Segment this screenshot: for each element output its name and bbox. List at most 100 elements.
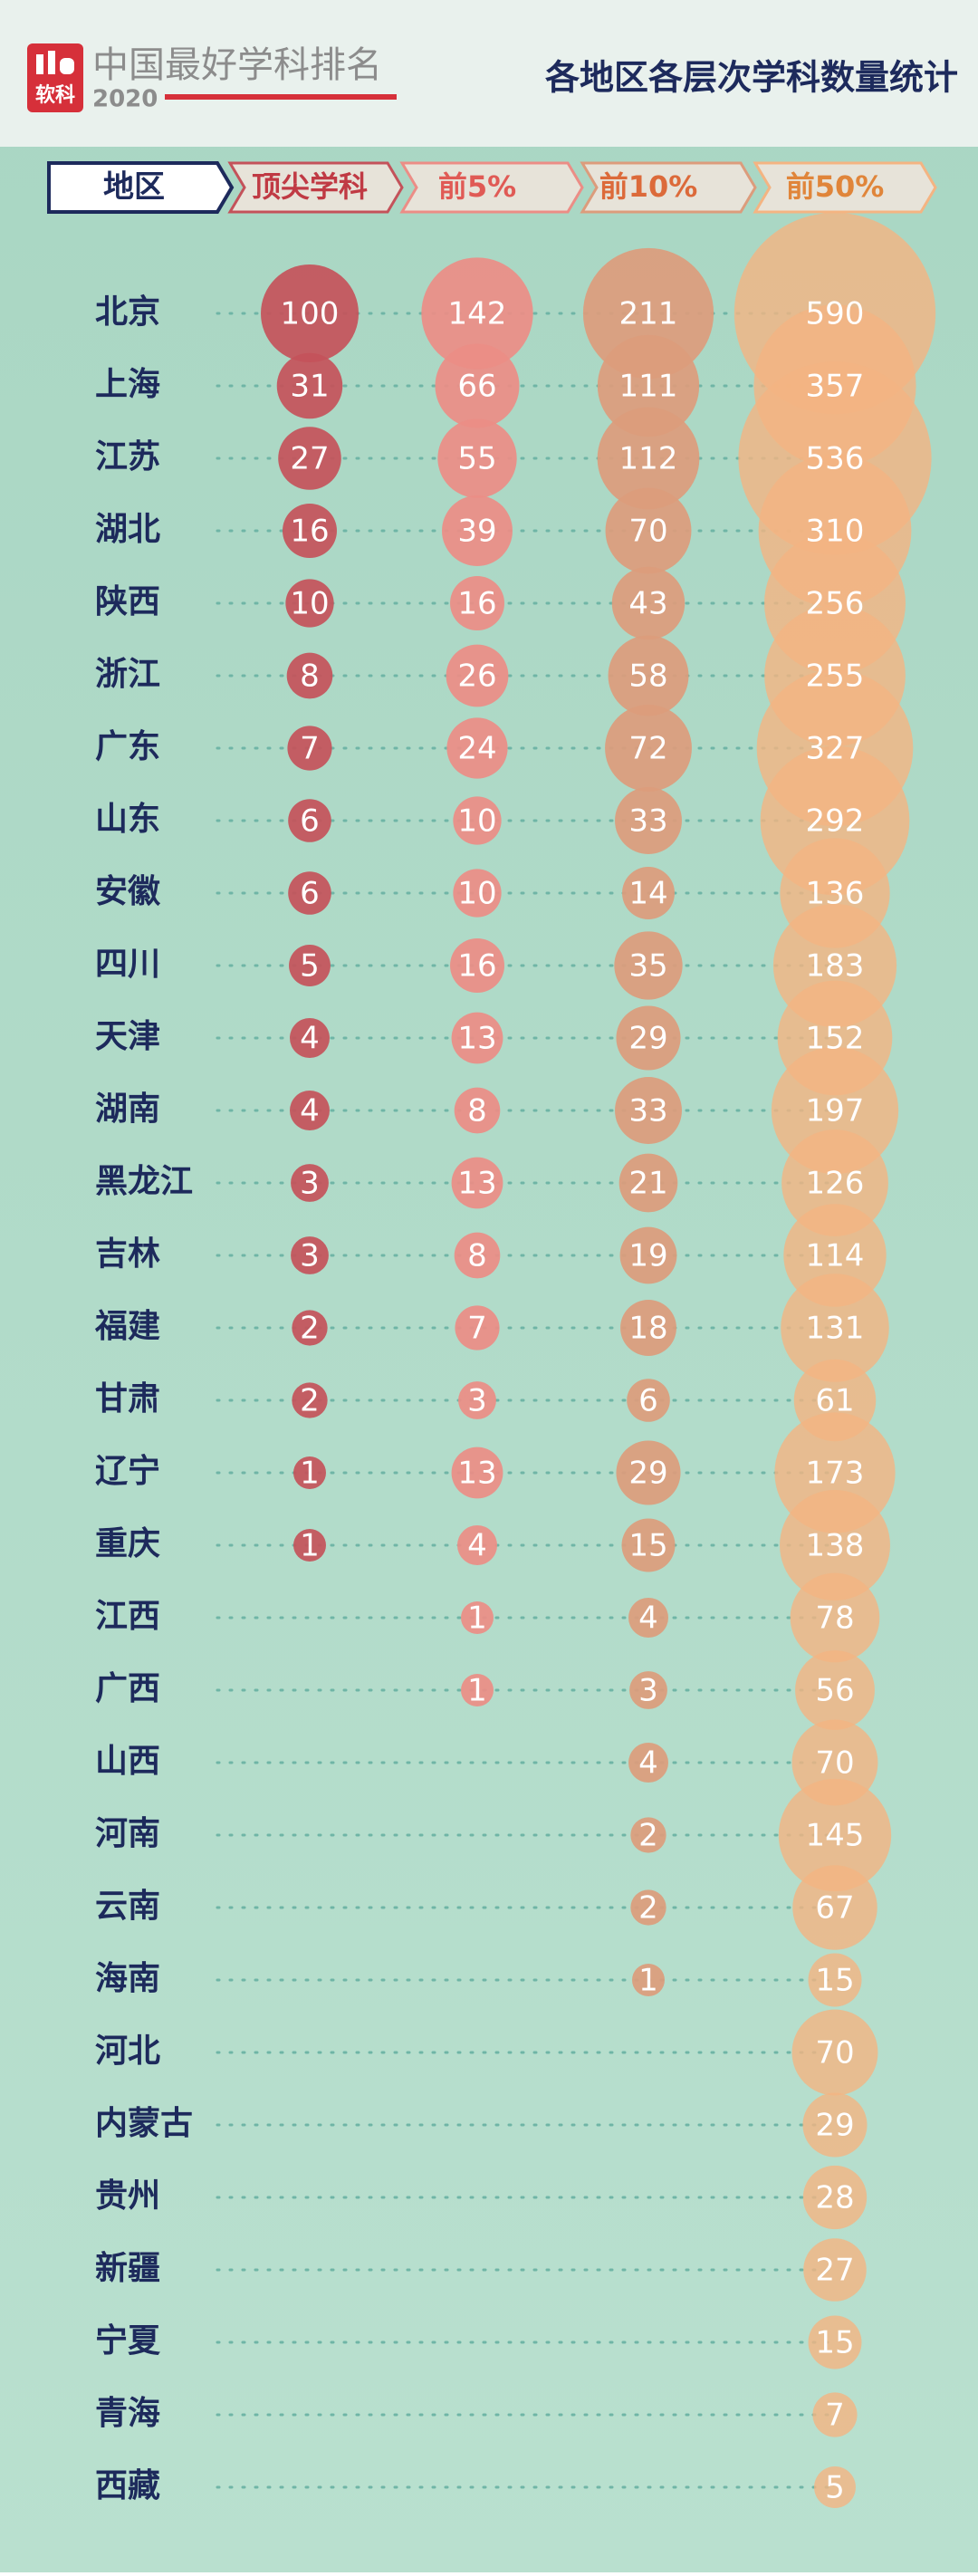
bubble xyxy=(630,1889,666,1926)
category-label: 辽宁 xyxy=(95,1453,160,1490)
bubble xyxy=(437,418,517,498)
category-label: 江西 xyxy=(95,1598,160,1635)
value-label: 78 xyxy=(815,1600,854,1637)
header-band xyxy=(0,0,978,147)
value-label: 255 xyxy=(806,658,865,695)
value-label: 131 xyxy=(806,1311,865,1347)
bubble xyxy=(622,867,675,919)
bubble xyxy=(288,799,331,842)
bubble xyxy=(421,257,533,370)
bubble xyxy=(287,726,332,771)
value-label: 183 xyxy=(806,948,865,985)
bubble xyxy=(283,504,337,558)
value-label: 67 xyxy=(815,1890,854,1927)
value-label: 2 xyxy=(300,1311,320,1347)
bubble xyxy=(808,1953,862,2007)
bubble xyxy=(285,579,334,628)
category-label: 地区 xyxy=(103,169,165,206)
value-label: 13 xyxy=(457,1021,496,1057)
bubble xyxy=(629,1671,667,1709)
bubble xyxy=(780,1490,890,1600)
value-label: 27 xyxy=(290,441,329,477)
bubble xyxy=(290,1091,330,1130)
bubble xyxy=(632,1964,665,1996)
value-label: 16 xyxy=(457,586,496,622)
bubble xyxy=(795,1650,875,1730)
value-label: 70 xyxy=(815,1745,854,1782)
value-label: 35 xyxy=(628,948,667,985)
category-label: 广东 xyxy=(95,728,160,765)
bubble xyxy=(812,2392,858,2437)
bubble xyxy=(808,2315,862,2369)
value-label: 112 xyxy=(619,441,678,477)
bubble xyxy=(435,343,520,428)
bubble xyxy=(293,1529,326,1562)
value-label: 29 xyxy=(628,1456,667,1492)
bubble xyxy=(582,247,714,380)
value-label: 197 xyxy=(806,1093,865,1129)
bubble xyxy=(451,1012,503,1064)
value-label: 3 xyxy=(467,1383,487,1419)
legend-label: 顶尖学科 xyxy=(252,169,368,204)
category-label: 安徽 xyxy=(95,873,161,910)
value-label: 7 xyxy=(825,2398,845,2434)
category-label: 内蒙古 xyxy=(95,2105,193,2142)
value-label: 2 xyxy=(638,1890,658,1927)
value-label: 24 xyxy=(457,731,496,767)
value-label: 5 xyxy=(300,948,320,985)
value-label: 4 xyxy=(300,1021,320,1057)
column-header xyxy=(399,161,584,214)
column-header xyxy=(580,161,757,214)
value-label: 5 xyxy=(825,2470,845,2506)
value-label: 13 xyxy=(457,1456,496,1492)
bubble xyxy=(261,264,359,362)
bubble xyxy=(605,487,692,574)
legend-label: 前5% xyxy=(438,169,516,204)
logo-text: 软科 xyxy=(35,83,75,107)
value-label: 126 xyxy=(806,1166,865,1202)
value-label: 10 xyxy=(457,803,496,840)
value-label: 142 xyxy=(448,296,507,332)
bubble xyxy=(451,1447,503,1499)
bubble xyxy=(814,2466,856,2508)
value-label: 16 xyxy=(290,514,329,550)
value-label: 14 xyxy=(628,876,667,912)
value-label: 152 xyxy=(806,1021,865,1057)
bubble xyxy=(451,1157,503,1209)
bubble xyxy=(618,1153,678,1213)
value-label: 4 xyxy=(300,1093,320,1129)
value-label: 1 xyxy=(467,1600,487,1637)
logo-bar xyxy=(60,58,74,74)
bubble xyxy=(286,652,333,699)
value-label: 10 xyxy=(290,586,329,622)
category-label: 湖南 xyxy=(95,1091,160,1128)
bubble xyxy=(458,1381,496,1419)
value-label: 58 xyxy=(628,658,667,695)
bubble xyxy=(453,796,502,845)
value-label: 39 xyxy=(457,514,496,550)
bubble xyxy=(611,566,686,640)
value-label: 8 xyxy=(300,658,320,695)
value-label: 72 xyxy=(628,731,667,767)
value-label: 6 xyxy=(300,803,320,840)
bubble xyxy=(454,1087,501,1134)
bubble xyxy=(802,2165,868,2230)
value-label: 8 xyxy=(467,1093,487,1129)
category-label: 黑龙江 xyxy=(95,1163,193,1200)
value-label: 211 xyxy=(619,296,678,332)
bubble xyxy=(605,705,692,792)
bubble xyxy=(790,1572,880,1663)
bubble xyxy=(454,1232,501,1279)
category-label: 云南 xyxy=(95,1888,160,1925)
category-label: 广西 xyxy=(95,1670,160,1707)
bubble xyxy=(597,407,700,510)
column-header xyxy=(227,161,404,214)
value-label: 19 xyxy=(628,1238,667,1274)
category-label: 山西 xyxy=(95,1743,160,1780)
value-label: 70 xyxy=(628,514,667,550)
value-label: 10 xyxy=(457,876,496,912)
category-label: 山东 xyxy=(95,801,160,838)
value-label: 173 xyxy=(806,1456,865,1492)
bubble xyxy=(288,871,331,915)
